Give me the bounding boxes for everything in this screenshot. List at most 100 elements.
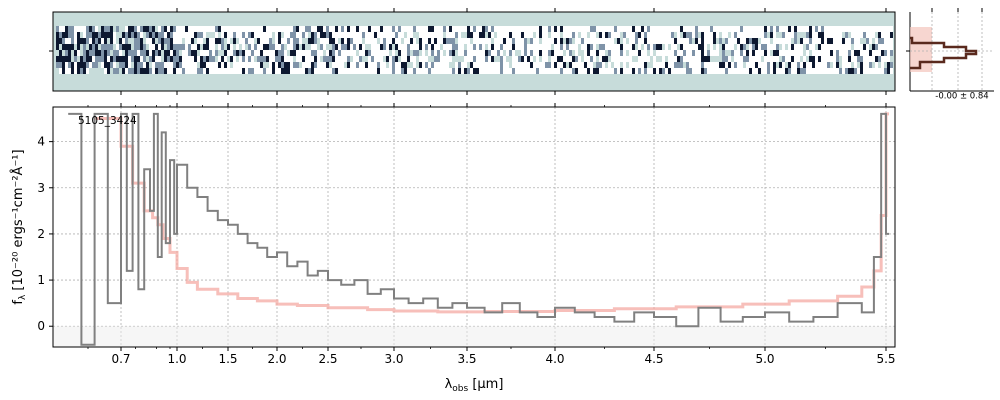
spectrum-2d-pixel <box>884 38 887 44</box>
spectrum-2d-pixel <box>461 38 464 44</box>
spectrum-2d-pixel <box>263 56 266 62</box>
spectrum-2d-pixel <box>551 68 554 74</box>
spectrum-2d-pixel <box>443 44 446 50</box>
spectrum-2d-pixel <box>821 44 824 50</box>
spectrum-2d-pixel <box>65 56 68 62</box>
spectrum-2d-pixel <box>182 56 185 62</box>
spectrum-2d-pixel <box>605 32 608 38</box>
spectrum-2d-pixel <box>557 68 560 74</box>
spectrum-2d-pixel <box>548 62 551 68</box>
spectrum-2d-pixel <box>713 50 716 56</box>
spectrum-2d-pixel <box>887 62 890 68</box>
spectrum-2d-pixel <box>305 44 308 50</box>
spectrum-2d-pixel <box>116 62 119 68</box>
spectrum-2d-pixel <box>278 32 281 38</box>
spectrum-2d-pixel <box>212 32 215 38</box>
spectrum-2d-pixel <box>299 68 302 74</box>
spectrum-2d-pixel <box>848 68 851 74</box>
spectrum-2d-pixel <box>815 68 818 74</box>
spectrum-2d-pixel <box>239 38 242 44</box>
spectrum-2d-pixel <box>215 68 218 74</box>
spectrum-2d-pixel <box>245 38 248 44</box>
spectrum-2d-pixel <box>266 26 269 32</box>
spectrum-2d-pixel <box>503 62 506 68</box>
spectrum-2d-pixel <box>815 38 818 44</box>
spectrum-2d-pixel <box>584 38 587 44</box>
spectrum-2d-pixel <box>206 44 209 50</box>
spectrum-2d-pixel <box>839 38 842 44</box>
spectrum-2d-pixel <box>224 32 227 38</box>
spectrum-2d-pixel <box>743 68 746 74</box>
spectrum-2d-pixel <box>836 38 839 44</box>
spectrum-2d-pixel <box>341 56 344 62</box>
spectrum-2d-pixel <box>530 56 533 62</box>
spectrum-2d-pixel <box>536 50 539 56</box>
spectrum-2d-pixel <box>95 62 98 68</box>
spectrum-2d-pixel <box>803 56 806 62</box>
spectrum-2d-pixel <box>449 50 452 56</box>
spectrum-2d-pixel <box>443 38 446 44</box>
spectrum-2d-pixel <box>317 68 320 74</box>
spectrum-2d-pixel <box>887 32 890 38</box>
spectrum-2d-pixel <box>155 38 158 44</box>
spectrum-2d-pixel <box>257 26 260 32</box>
spectrum-2d-pixel <box>797 32 800 38</box>
spectrum-2d-pixel <box>845 32 848 38</box>
spectrum-2d-pixel <box>749 68 752 74</box>
spectrum-2d-pixel <box>503 50 506 56</box>
spectrum-2d-pixel <box>791 62 794 68</box>
spectrum-2d-pixel <box>206 26 209 32</box>
spectrum-2d-pixel <box>794 32 797 38</box>
spectrum-2d-pixel <box>314 26 317 32</box>
spectrum-2d-pixel <box>257 68 260 74</box>
spectrum-2d-pixel <box>233 26 236 32</box>
spectrum-2d-pixel <box>113 38 116 44</box>
x-tick-label: 1.5 <box>218 352 237 366</box>
spectrum-2d-pixel <box>257 62 260 68</box>
spectrum-2d-pixel <box>197 38 200 44</box>
spectrum-2d-pixel <box>479 32 482 38</box>
spectrum-2d-pixel <box>791 56 794 62</box>
spectrum-2d-pixel <box>215 32 218 38</box>
spectrum-2d-pixel <box>263 26 266 32</box>
spectrum-2d-pixel <box>653 50 656 56</box>
spectrum-2d-pixel <box>98 68 101 74</box>
spectrum-2d-pixel <box>836 56 839 62</box>
spectrum-2d-pixel <box>755 38 758 44</box>
spectrum-2d-pixel <box>218 44 221 50</box>
spectrum-2d-pixel <box>119 26 122 32</box>
spectrum-2d-pixel <box>308 56 311 62</box>
spectrum-2d-pixel <box>203 62 206 68</box>
spectrum-2d-pixel <box>272 62 275 68</box>
spectrum-2d-pixel <box>650 62 653 68</box>
spectrum-2d-pixel <box>233 38 236 44</box>
spectrum-2d-pixel <box>296 68 299 74</box>
spectrum-2d-pixel <box>311 44 314 50</box>
spectrum-2d-pixel <box>431 62 434 68</box>
spectrum-2d-pixel <box>65 68 68 74</box>
spectrum-2d-pixel <box>644 32 647 38</box>
spectrum-2d-pixel <box>104 32 107 38</box>
spectrum-2d-pixel <box>809 50 812 56</box>
spectrum-2d-pixel <box>581 56 584 62</box>
spectrum-2d-pixel <box>197 62 200 68</box>
spectrum-2d-pixel <box>680 68 683 74</box>
spectrum-2d-pixel <box>302 62 305 68</box>
spectrum-2d-pixel <box>161 26 164 32</box>
spectrum-2d-pixel <box>269 62 272 68</box>
spectrum-2d-pixel <box>227 62 230 68</box>
spectrum-2d-pixel <box>440 26 443 32</box>
spectrum-2d-pixel <box>284 38 287 44</box>
spectrum-2d-pixel <box>626 32 629 38</box>
spectrum-2d-pixel <box>776 32 779 38</box>
spectrum-2d-pixel <box>692 44 695 50</box>
spectrum-2d-pixel <box>572 32 575 38</box>
spectrum-2d-pixel <box>860 68 863 74</box>
spectrum-2d-pixel <box>200 68 203 74</box>
spectrum-2d-pixel <box>134 50 137 56</box>
spectrum-2d-pixel <box>575 62 578 68</box>
spectrum-2d-pixel <box>152 38 155 44</box>
spectrum-2d-pixel <box>263 44 266 50</box>
spectrum-2d-pixel <box>617 26 620 32</box>
spectrum-2d-pixel <box>809 26 812 32</box>
